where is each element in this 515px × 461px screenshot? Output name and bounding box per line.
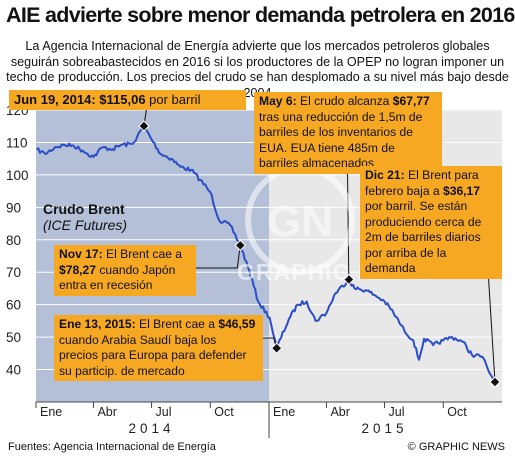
annotation-nov17-value: $78,27 <box>59 262 96 277</box>
y-tick-label: 100 <box>6 168 29 183</box>
y-tick-label: 40 <box>6 363 21 378</box>
x-tick-label: Abr <box>97 405 116 419</box>
annotation-marker <box>343 273 355 286</box>
y-tick-label: 110 <box>6 135 28 150</box>
annotation-dic21-value: $36,17 <box>443 183 480 198</box>
annotation-may6-value: $67,77 <box>392 94 430 108</box>
y-tick-label: 50 <box>6 330 21 345</box>
series-label-note: (ICE Futures) <box>43 217 128 233</box>
annotation-ene13-text2: cuando Arabia Saudí baja los precios par… <box>59 332 247 378</box>
annotation-ene13-text1: El Brent cae a <box>135 317 219 331</box>
x-tick-label: Jul <box>389 405 405 419</box>
annotation-jun19: Jun 19, 2014: $115,06 por barril <box>9 90 246 110</box>
annotation-jun19-highlight: Jun 19, 2014: $115,06 <box>14 92 146 107</box>
x-tick-label: Ene <box>40 405 62 419</box>
credit-note: © GRAPHIC NEWS <box>407 441 505 453</box>
x-axis: Ene Abr Jul Oct Ene Abr Jul Oct 2014 2015 <box>35 401 502 438</box>
y-tick-label: 80 <box>6 233 21 248</box>
y-tick-label: 70 <box>6 265 21 280</box>
annotation-marker <box>489 376 501 388</box>
x-tick-label: Ene <box>273 405 295 419</box>
x-tick-label: Jul <box>156 405 172 419</box>
y-tick-label: 90 <box>6 200 21 215</box>
annotation-jun19-text: por barril <box>145 92 201 107</box>
annotation-markers <box>138 120 501 388</box>
annotation-marker <box>234 239 246 252</box>
annotation-dic21-label: Dic 21: <box>365 168 405 182</box>
annotation-dic21: Dic 21: El Brent para febrero baja a $36… <box>360 166 502 279</box>
page-title: AIE advierte sobre menor demanda petrole… <box>6 3 515 27</box>
series-label-name: Crudo Brent <box>43 201 125 217</box>
x-year-label: 2014 <box>129 421 175 436</box>
annotation-may6-label: May 6: <box>259 94 297 108</box>
annotation-marker <box>270 342 283 354</box>
annotation-dic21-text1: El Brent para febrero baja a <box>365 168 479 198</box>
annotation-dic21-text2: por barril. Se están produciendo cerca d… <box>365 199 482 275</box>
brent-price-line <box>35 125 496 383</box>
annotation-leader <box>487 269 496 383</box>
annotation-may6: May 6: El crudo alcanza $67,77 tras una … <box>254 92 442 174</box>
x-year-label: 2015 <box>362 421 408 436</box>
annotation-may6-text2: tras una reducción de 1,5m de barriles d… <box>259 109 423 171</box>
annotation-nov17-text1: El Brent cae a <box>102 247 183 261</box>
annotation-ene13-label: Ene 13, 2015: <box>59 317 136 331</box>
page-subtitle: La Agencia Internacional de Energía advi… <box>6 39 509 100</box>
series-line <box>35 125 496 383</box>
y-tick-label: 60 <box>6 298 21 313</box>
x-tick-label: Oct <box>214 405 234 419</box>
x-tick-label: Oct <box>447 405 467 419</box>
series-label: Crudo Brent (ICE Futures) <box>43 201 127 233</box>
annotation-may6-text1: El crudo alcanza <box>296 94 393 108</box>
annotation-marker <box>138 120 150 132</box>
svg-text:GN: GN <box>267 197 333 246</box>
annotation-ene13: Ene 13, 2015: El Brent cae a $46,59 cuan… <box>54 315 263 381</box>
source-note: Fuentes: Agencia Internacional de Energí… <box>8 441 216 453</box>
annotation-ene13-value: $46,59 <box>218 317 256 331</box>
annotation-nov17-label: Nov 17: <box>59 247 103 261</box>
annotation-nov17: Nov 17: El Brent cae a $78,27 cuando Jap… <box>54 245 196 296</box>
annotation-leader <box>196 245 241 269</box>
annotation-nov17-text2: cuando Japón entra en recesión <box>59 262 176 293</box>
x-tick-label: Abr <box>330 405 349 419</box>
